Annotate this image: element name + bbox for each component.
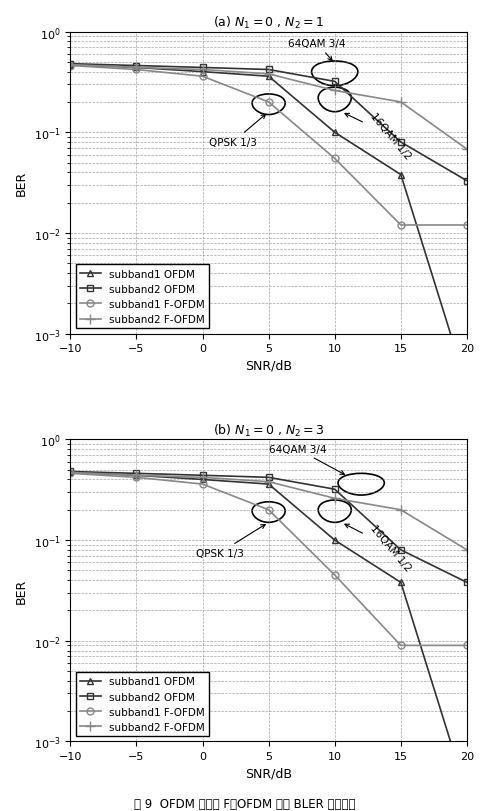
Text: 64QAM 3/4: 64QAM 3/4	[268, 444, 344, 474]
X-axis label: SNR/dB: SNR/dB	[244, 767, 291, 780]
Text: QPSK 1/3: QPSK 1/3	[196, 525, 264, 558]
Title: (b) $N_1=0$ , $N_2=3$: (b) $N_1=0$ , $N_2=3$	[212, 423, 324, 439]
Y-axis label: BER: BER	[15, 171, 28, 196]
Title: (a) $N_1=0$ , $N_2=1$: (a) $N_1=0$ , $N_2=1$	[213, 15, 324, 31]
Text: 16QAM 1/2: 16QAM 1/2	[344, 522, 411, 573]
Text: 图 9  OFDM 系统和 F－OFDM 系统 BLER 性能对比: 图 9 OFDM 系统和 F－OFDM 系统 BLER 性能对比	[134, 797, 354, 810]
X-axis label: SNR/dB: SNR/dB	[244, 359, 291, 372]
Text: 16QAM 1/2: 16QAM 1/2	[344, 111, 411, 161]
Text: 64QAM 3/4: 64QAM 3/4	[288, 39, 345, 62]
Legend: subband1 OFDM, subband2 OFDM, subband1 F-OFDM, subband2 F-OFDM: subband1 OFDM, subband2 OFDM, subband1 F…	[75, 265, 208, 329]
Legend: subband1 OFDM, subband2 OFDM, subband1 F-OFDM, subband2 F-OFDM: subband1 OFDM, subband2 OFDM, subband1 F…	[75, 672, 208, 736]
Text: QPSK 1/3: QPSK 1/3	[209, 115, 265, 148]
Y-axis label: BER: BER	[15, 578, 28, 603]
